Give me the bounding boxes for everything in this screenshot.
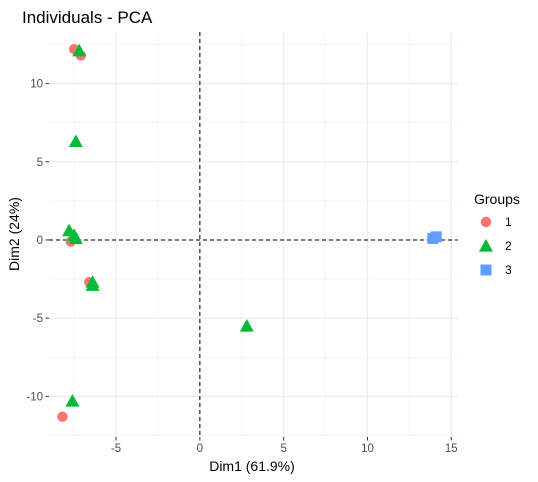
legend-key-group-2: [479, 239, 493, 252]
legend-label-group-2: 2: [505, 239, 512, 253]
x-axis-title: Dim1 (61.9%): [209, 458, 295, 474]
legend-label-group-3: 3: [505, 263, 512, 277]
y-axis-title: Dim2 (24%): [6, 197, 22, 271]
chart-title: Individuals - PCA: [22, 8, 153, 27]
legend: Groups 1 2 3: [474, 191, 520, 277]
data-point-group-2: [65, 394, 80, 407]
legend-items: 1 2 3: [479, 215, 512, 277]
y-tick-label: 10: [30, 79, 43, 91]
y-tick-label: 5: [37, 157, 43, 169]
points-layer: [57, 43, 442, 422]
y-tick-label: -10: [26, 391, 43, 403]
data-point-group-2: [85, 278, 100, 291]
legend-key-group-3: [480, 264, 492, 276]
ticks-layer: -5 0 5 10 15 -10 -5 0 5 10: [26, 79, 457, 455]
data-point-group-2: [68, 231, 83, 245]
data-point-group-3: [430, 231, 442, 243]
x-tick-label: 0: [197, 443, 203, 455]
reference-lines: [49, 32, 458, 437]
legend-key-group-1: [480, 216, 492, 228]
y-tick-label: 0: [37, 235, 43, 247]
data-point-group-2: [239, 318, 254, 332]
x-tick-label: -5: [111, 443, 121, 455]
data-point-group-2: [72, 43, 87, 57]
y-tick-label: -5: [33, 313, 43, 325]
panel-background: [49, 32, 458, 437]
x-tick-label: 15: [445, 443, 458, 455]
x-tick-label: 10: [361, 443, 374, 455]
legend-label-group-1: 1: [505, 215, 512, 229]
data-point-group-1: [57, 411, 68, 422]
data-point-group-2: [68, 134, 83, 148]
x-tick-label: 5: [280, 443, 286, 455]
legend-title: Groups: [474, 191, 520, 207]
